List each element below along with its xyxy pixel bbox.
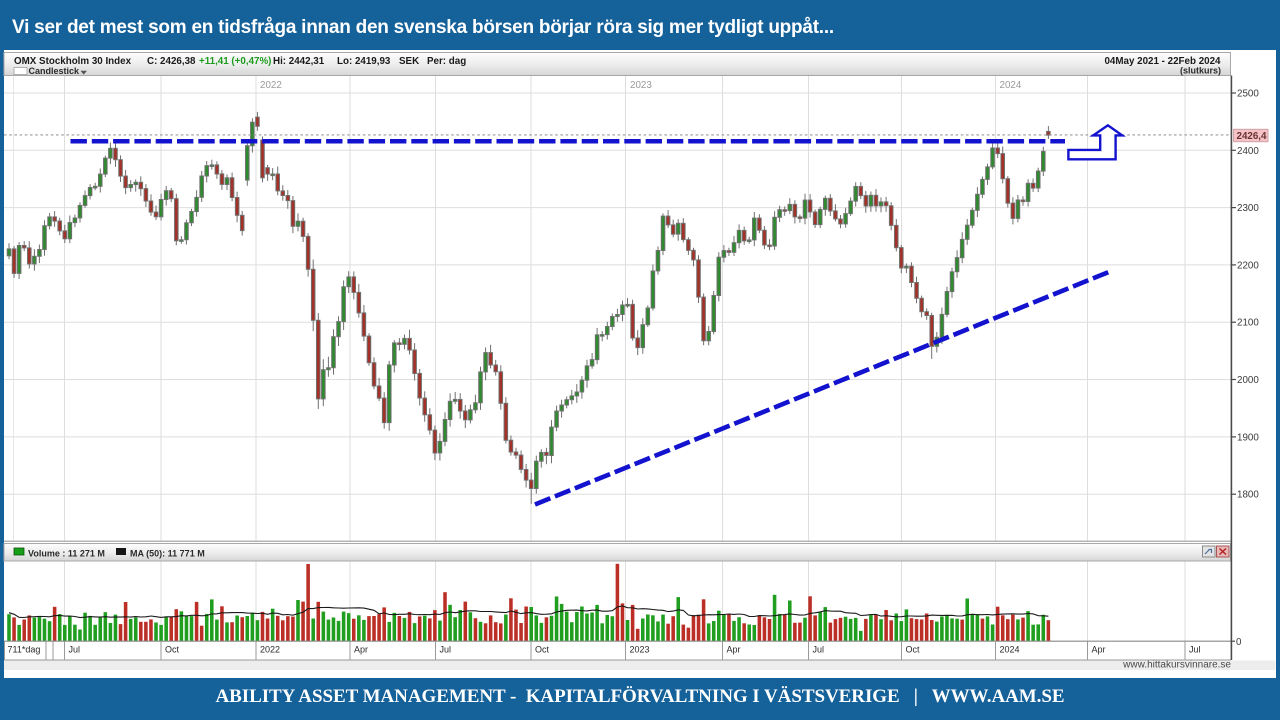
svg-text:0: 0 <box>1236 637 1242 648</box>
svg-text:Candlestick: Candlestick <box>29 66 81 76</box>
svg-text:Jul: Jul <box>440 645 452 655</box>
svg-text:SEK: SEK <box>399 56 419 67</box>
svg-text:Apr: Apr <box>727 645 741 655</box>
svg-text:www.hittakursvinnare.se: www.hittakursvinnare.se <box>1122 660 1231 671</box>
svg-text:2426,4: 2426,4 <box>1237 131 1268 142</box>
svg-text:1900: 1900 <box>1237 432 1259 443</box>
svg-text:Jul: Jul <box>1189 645 1201 655</box>
svg-text:2023: 2023 <box>630 645 650 655</box>
svg-text:2400: 2400 <box>1237 146 1259 157</box>
svg-text:+11,41 (+0,47%): +11,41 (+0,47%) <box>199 56 271 67</box>
svg-text:MA (50): 11 771 M: MA (50): 11 771 M <box>130 549 205 559</box>
svg-text:Volume : 11 271 M: Volume : 11 271 M <box>28 549 105 559</box>
svg-text:Oct: Oct <box>165 645 180 655</box>
svg-text:Apr: Apr <box>354 645 368 655</box>
svg-text:2022: 2022 <box>260 80 282 91</box>
svg-text:Lo: 2419,93: Lo: 2419,93 <box>337 56 391 67</box>
svg-text:(slutkurs): (slutkurs) <box>1180 66 1221 76</box>
svg-text:Jul: Jul <box>813 645 825 655</box>
svg-text:2500: 2500 <box>1237 89 1259 100</box>
svg-text:Hi: 2442,31: Hi: 2442,31 <box>273 56 325 67</box>
svg-text:2024: 2024 <box>1000 80 1022 91</box>
svg-text:2024: 2024 <box>1000 645 1020 655</box>
svg-text:2100: 2100 <box>1237 318 1259 329</box>
svg-text:1800: 1800 <box>1237 490 1259 501</box>
svg-text:04May 2021 - 22Feb 2024: 04May 2021 - 22Feb 2024 <box>1104 56 1221 67</box>
svg-text:C: 2426,38: C: 2426,38 <box>147 56 196 67</box>
svg-text:2022: 2022 <box>260 645 280 655</box>
svg-text:Per: dag: Per: dag <box>427 56 466 67</box>
svg-text:Oct: Oct <box>906 645 921 655</box>
svg-text:2200: 2200 <box>1237 260 1259 271</box>
svg-text:Jul: Jul <box>69 645 81 655</box>
svg-text:Oct: Oct <box>535 645 550 655</box>
svg-text:Apr: Apr <box>1092 645 1106 655</box>
svg-text:OMX Stockholm 30 Index: OMX Stockholm 30 Index <box>14 56 132 67</box>
svg-text:711*dag: 711*dag <box>8 645 41 655</box>
svg-text:2000: 2000 <box>1237 375 1259 386</box>
svg-text:2300: 2300 <box>1237 203 1259 214</box>
svg-text:2023: 2023 <box>630 80 652 91</box>
